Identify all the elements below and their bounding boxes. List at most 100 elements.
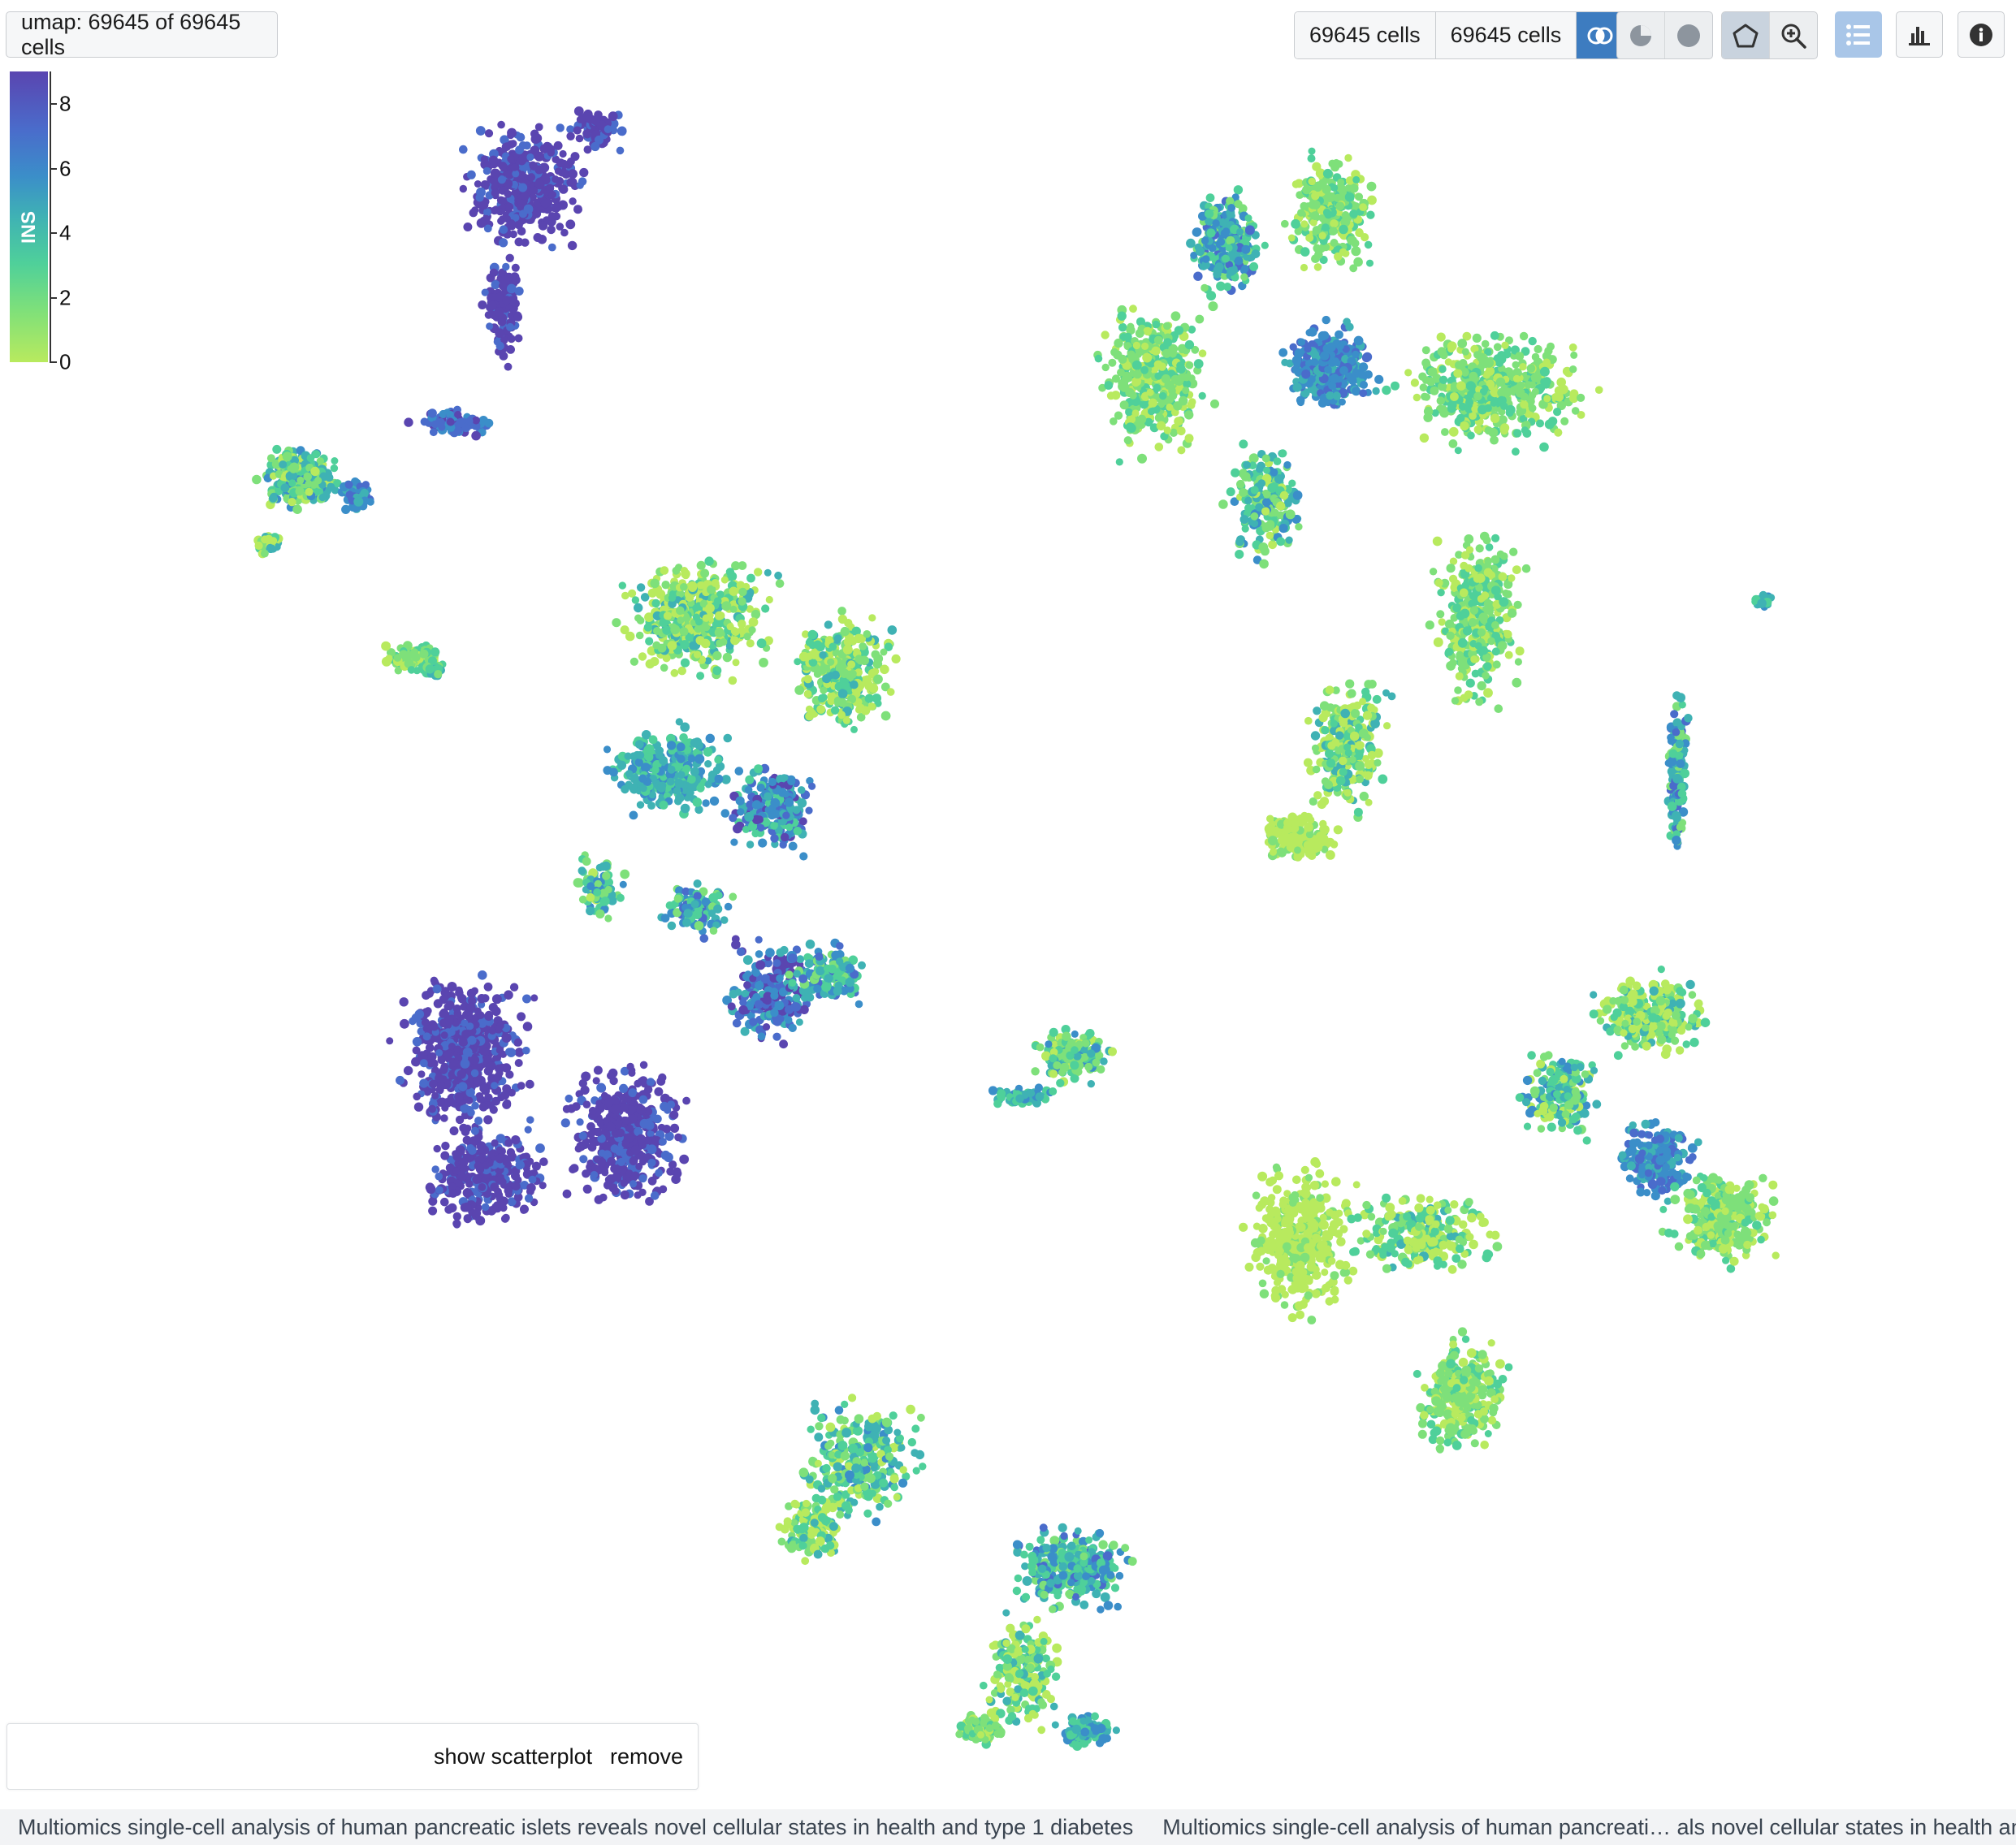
cell-point [441, 1141, 450, 1151]
cell-point [514, 1059, 523, 1067]
embedding-selector-button[interactable]: umap: 69645 of 69645 cells [6, 10, 278, 59]
cell-point [495, 1069, 504, 1078]
cell-point [638, 1152, 647, 1161]
cell-point [872, 693, 882, 703]
cell-point [680, 658, 690, 668]
cell-point [562, 1104, 571, 1113]
cell-point [729, 605, 738, 613]
cell-point [658, 1073, 667, 1082]
cell-point [709, 927, 718, 935]
cell-point [849, 669, 857, 678]
cell-point [1241, 244, 1251, 254]
cell-point [282, 452, 292, 462]
cell-point [657, 1123, 666, 1132]
cell-point [640, 593, 650, 602]
cells-selected-b-button[interactable]: 69645 cells [1434, 12, 1577, 58]
cell-point [1351, 246, 1361, 257]
cell-point [1223, 283, 1232, 292]
cell-point [845, 963, 854, 973]
pie-chart-button[interactable] [1617, 12, 1664, 58]
cell-point [808, 782, 816, 790]
cell-point [457, 1082, 468, 1091]
cell-point [699, 599, 708, 608]
cell-point [643, 623, 653, 632]
cell-point [458, 1037, 469, 1047]
cell-point [449, 1126, 459, 1136]
cell-point [681, 568, 690, 579]
cell-point [503, 214, 512, 223]
cell-point [755, 950, 764, 958]
cell-point [602, 871, 611, 880]
cell-point [441, 1104, 449, 1112]
cell-point [1318, 231, 1326, 240]
cell-point [524, 1194, 534, 1203]
cells-selected-a-button[interactable]: 69645 cells [1295, 12, 1435, 58]
legend-list-button[interactable] [1835, 11, 1882, 58]
cell-point [404, 417, 413, 427]
cell-point [685, 633, 694, 642]
cell-point [496, 1022, 504, 1030]
cell-point [680, 583, 688, 591]
cell-point [272, 444, 282, 454]
cell-point [765, 595, 773, 604]
cell-point [506, 283, 517, 294]
cell-point [723, 733, 733, 743]
cell-point [813, 670, 822, 678]
cell-point [697, 581, 705, 590]
cell-point [859, 642, 867, 650]
circle-button[interactable] [1664, 12, 1712, 58]
cell-point [559, 149, 567, 158]
lasso-button[interactable] [1722, 12, 1769, 58]
cell-point [669, 1123, 680, 1133]
histogram-button[interactable] [1896, 11, 1943, 58]
cell-point [644, 1085, 653, 1094]
cell-point [738, 597, 746, 606]
cells-selected-b-label: 69645 cells [1450, 23, 1562, 47]
cell-point [654, 1087, 664, 1096]
cell-point [864, 693, 874, 703]
cell-point [738, 561, 747, 570]
cell-point [660, 663, 668, 672]
cell-point [1205, 209, 1214, 218]
cell-point [578, 866, 586, 875]
cell-point [659, 800, 668, 810]
cell-point [422, 991, 430, 1000]
cell-point [690, 900, 699, 909]
cell-point [1217, 238, 1226, 246]
cell-point [682, 614, 691, 623]
cell-point [997, 1089, 1006, 1098]
cell-point [254, 541, 263, 551]
cell-point [1062, 1031, 1071, 1041]
cell-point [1249, 261, 1259, 271]
cell-point [604, 125, 612, 134]
info-button[interactable] [1958, 11, 2005, 58]
cell-point [269, 494, 278, 503]
cell-point [993, 1100, 1002, 1108]
cell-point [443, 1003, 452, 1011]
cell-point [1241, 265, 1249, 273]
cell-point [620, 869, 630, 879]
cell-point [582, 857, 591, 866]
selection-tool-group [1721, 11, 1818, 59]
cell-point [1222, 254, 1230, 263]
cell-point [828, 642, 837, 651]
legend-tick [50, 361, 57, 363]
cell-point [470, 1069, 479, 1078]
cell-point [353, 496, 364, 507]
cell-point [732, 659, 740, 667]
cell-point [1087, 1049, 1096, 1058]
cell-point [1251, 249, 1261, 258]
zoom-button[interactable] [1769, 12, 1817, 58]
cell-point [746, 840, 755, 849]
umap-scatterplot[interactable] [0, 65, 2016, 1787]
cell-point [608, 1174, 616, 1182]
cell-point [531, 1161, 541, 1171]
cell-point [857, 634, 867, 643]
venn-toggle-button[interactable] [1576, 12, 1624, 58]
cell-point [827, 692, 837, 702]
cell-point [756, 638, 767, 649]
cell-point [872, 659, 883, 669]
legend-tick-label: 2 [59, 285, 71, 310]
cell-point [461, 422, 471, 433]
cell-point [680, 640, 690, 650]
